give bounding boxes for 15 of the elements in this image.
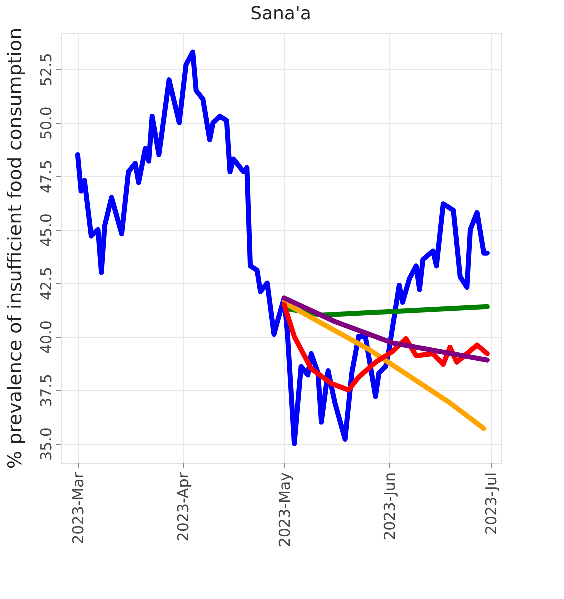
y-tick-label: 50.0 [38,106,56,140]
x-tick-label: 2023-Apr [174,472,192,542]
y-axis-title: % prevalence of insufficient food consumption [4,28,26,470]
y-tick-label: 47.5 [38,160,56,194]
y-tick-label: 40.0 [38,320,56,354]
y-tick-label: 37.5 [38,374,56,408]
x-tick-label: 2023-Mar [69,472,88,544]
y-tick-label: 42.5 [38,267,56,300]
y-tick-label: 45.0 [38,214,56,248]
chart-title: Sana'a [250,3,312,24]
y-tick-label: 35.0 [38,428,56,461]
x-tick-label: 2023-Jul [482,472,500,536]
y-tick-label: 52.5 [38,53,56,87]
x-tick-label: 2023-May [276,472,294,548]
x-tick-label: 2023-Jun [380,472,399,540]
